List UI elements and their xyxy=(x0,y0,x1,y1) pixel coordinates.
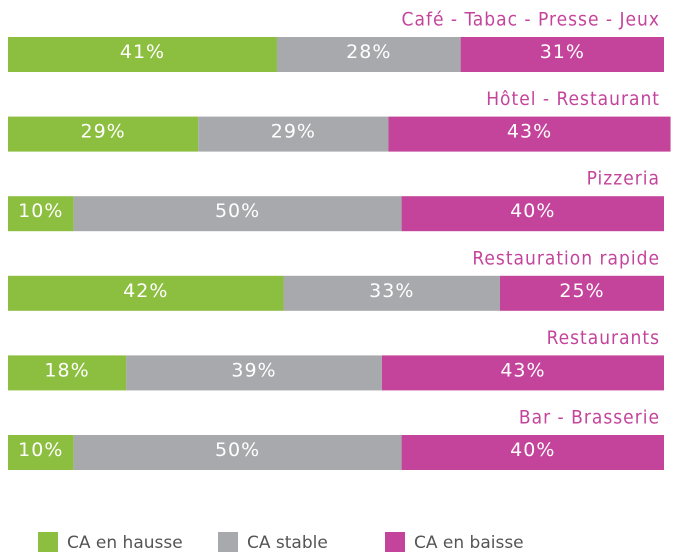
bar-segment xyxy=(8,275,284,311)
value-label: 50% xyxy=(215,439,260,461)
value-label: 43% xyxy=(507,121,552,143)
bar-segment xyxy=(283,275,500,311)
value-label: 25% xyxy=(559,280,604,302)
value-label: 31% xyxy=(540,41,585,63)
value-label: 41% xyxy=(120,41,165,63)
value-label: 40% xyxy=(510,200,555,222)
bar-segment xyxy=(401,196,664,232)
legend-label: CA stable xyxy=(247,533,328,553)
bar-segment xyxy=(8,435,74,470)
value-label: 29% xyxy=(81,121,126,143)
legend-swatch xyxy=(385,532,405,552)
value-label: 29% xyxy=(271,121,316,143)
category-label: Restaurants xyxy=(547,327,660,349)
bar-segment xyxy=(276,37,461,72)
legend-label: CA en hausse xyxy=(67,533,183,553)
category-label: Restauration rapide xyxy=(472,247,660,269)
value-label: 28% xyxy=(346,41,391,63)
value-label: 18% xyxy=(44,359,89,381)
category-label: Bar - Brasserie xyxy=(519,407,660,429)
value-label: 10% xyxy=(18,200,63,222)
bar-segment xyxy=(8,37,277,72)
value-label: 50% xyxy=(215,200,260,222)
category-label: Café - Tabac - Presse - Jeux xyxy=(402,9,660,31)
value-label: 10% xyxy=(18,439,63,461)
legend-swatch xyxy=(38,532,58,552)
legend-swatch xyxy=(218,532,238,552)
value-label: 43% xyxy=(500,359,545,381)
bar-segment xyxy=(8,116,199,152)
bar-segment xyxy=(73,435,402,470)
value-label: 40% xyxy=(510,439,555,461)
bar-segment xyxy=(381,355,664,391)
legend-label: CA en baisse xyxy=(414,533,524,553)
category-label: Pizzeria xyxy=(587,168,660,190)
bar-segment xyxy=(126,355,382,391)
bar-segment xyxy=(8,355,127,391)
value-label: 42% xyxy=(123,280,168,302)
bar-segment xyxy=(198,116,389,152)
bar-segment xyxy=(73,196,402,232)
bar-segment xyxy=(460,37,664,72)
value-label: 39% xyxy=(231,359,276,381)
bar-segment xyxy=(401,435,664,470)
value-label: 33% xyxy=(369,280,414,302)
bar-segment xyxy=(8,196,74,232)
category-label: Hôtel - Restaurant xyxy=(486,88,660,110)
bar-segment xyxy=(500,275,664,311)
bar-segment xyxy=(388,116,671,152)
